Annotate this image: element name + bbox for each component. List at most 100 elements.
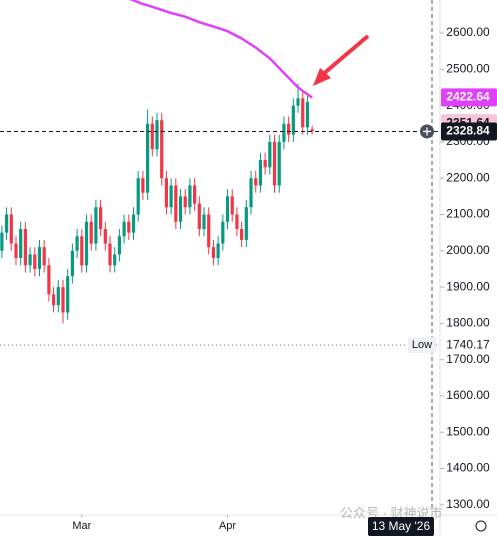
candle-body [296, 98, 300, 106]
candle-body [89, 221, 93, 244]
x-tick-label: Apr [219, 520, 236, 532]
candle-body [75, 236, 79, 251]
crosshair-date: 13 May '26 [372, 519, 431, 533]
candle-body [4, 214, 9, 233]
candle-body [113, 254, 117, 266]
y-tick-label: 1400.00 [446, 461, 490, 475]
candle-body [268, 141, 272, 168]
candle-body [146, 123, 150, 193]
y-tick-label: 1700.00 [446, 352, 490, 366]
candle-body [174, 185, 178, 222]
candle-body [254, 178, 258, 186]
candle-body [225, 196, 230, 222]
y-tick-label: 2200.00 [446, 170, 490, 184]
candle-body [131, 214, 136, 233]
candle-body [122, 221, 126, 237]
candle-body [141, 178, 145, 193]
candle-body [51, 294, 56, 306]
candle-body [197, 203, 201, 230]
y-tick-label: 1500.00 [446, 424, 490, 438]
candle-body [61, 287, 65, 313]
price-label: 2422.64 [446, 90, 490, 104]
y-tick-label: 1900.00 [446, 279, 490, 293]
candle-body [136, 178, 140, 215]
candle-body [98, 207, 103, 230]
candle-body [235, 214, 239, 230]
candle-body [277, 141, 281, 186]
candle-body [150, 123, 154, 150]
annotation-arrow [313, 36, 368, 86]
candle-body [188, 185, 192, 208]
candle-body [310, 129, 314, 132]
low-tag: Low [412, 339, 432, 351]
candle-body [164, 178, 169, 208]
plot-area [0, 0, 440, 346]
candle-body [169, 185, 173, 208]
candle-body [42, 247, 46, 266]
candle-body [84, 221, 89, 266]
candle-body [272, 141, 277, 186]
candle-body [263, 160, 267, 168]
candle-body [240, 229, 244, 240]
candle-body [155, 120, 159, 150]
candle-body [33, 254, 37, 269]
price-label: 2328.84 [446, 124, 490, 138]
candle-body [193, 185, 197, 204]
y-tick-label: 1800.00 [446, 316, 490, 330]
candle-body [178, 196, 183, 222]
candle-body [70, 250, 74, 277]
y-tick-label: 2600.00 [446, 25, 490, 39]
candle-body [103, 229, 107, 244]
y-tick-label: 2500.00 [446, 61, 490, 75]
plus-icon [423, 127, 431, 136]
price-label-bg [441, 122, 497, 141]
annotation-arrow-shaft [320, 34, 370, 77]
candle-body [9, 214, 13, 244]
y-tick-label: 1300.00 [446, 497, 490, 511]
settings-icon[interactable] [475, 520, 487, 532]
candle-body [117, 236, 122, 255]
candle-body [207, 214, 211, 248]
candle-body [19, 229, 23, 259]
candle-body [56, 287, 60, 306]
candle-body [282, 123, 286, 142]
candle-body [23, 229, 27, 266]
candle-body [80, 236, 84, 266]
candle-body [221, 221, 225, 244]
candle-body [244, 207, 248, 240]
candle-body [211, 247, 216, 259]
candle-body [66, 276, 70, 313]
y-tick-label: 1600.00 [446, 388, 490, 402]
x-tick-label: Mar [72, 520, 91, 532]
candle-body [108, 243, 112, 266]
moving-average [129, 0, 313, 99]
candle-body [14, 243, 18, 259]
candle-body [202, 214, 206, 230]
watermark: 公众号 · 财神说市 [340, 505, 443, 520]
candle-body [291, 105, 295, 135]
candle-body [183, 196, 187, 208]
candle-body [28, 254, 32, 266]
candle-body [47, 265, 51, 295]
y-tick-label: 2100.00 [446, 207, 490, 221]
candle-body [301, 98, 305, 128]
candle-body [0, 232, 4, 251]
low-value: 1740.17 [446, 337, 490, 351]
candle-body [230, 196, 234, 215]
candle-body [216, 243, 220, 259]
candle-body [94, 207, 98, 244]
candle-body [287, 123, 291, 135]
crosshair-date-bg [368, 517, 434, 536]
candle-body [160, 120, 164, 179]
y-tick-label: 2000.00 [446, 243, 490, 257]
candle-body [305, 101, 310, 128]
candle-body [258, 160, 263, 186]
candle-body [127, 221, 131, 233]
low-tag-bg [408, 337, 436, 354]
low-value-bg [441, 337, 497, 354]
candle-body [37, 247, 42, 269]
candle-body [249, 178, 253, 208]
price-label-bg [441, 88, 497, 107]
